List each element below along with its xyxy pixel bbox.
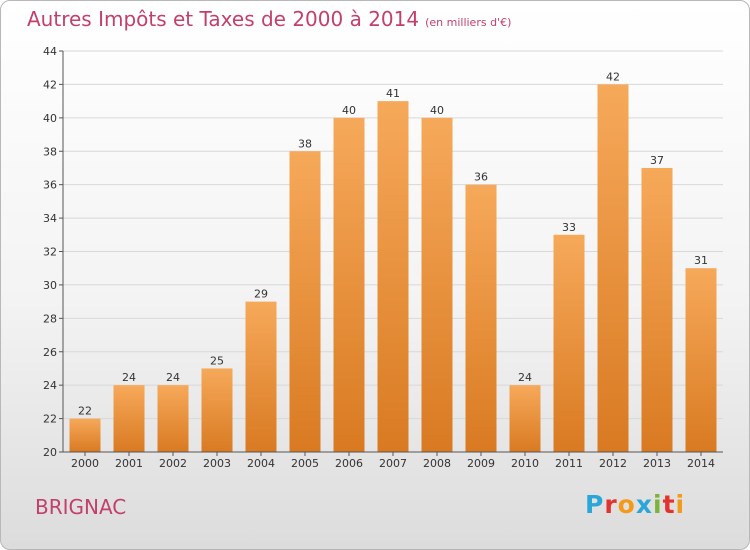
x-tick-label: 2013: [643, 457, 671, 470]
bar: [333, 117, 365, 452]
data-label: 29: [254, 288, 268, 301]
data-label: 25: [210, 354, 224, 367]
y-tick-label: 40: [43, 112, 57, 125]
data-label: 24: [122, 371, 136, 384]
y-tick-label: 38: [43, 145, 57, 158]
data-label: 31: [694, 254, 708, 267]
bars: [69, 84, 717, 453]
data-label: 41: [386, 87, 400, 100]
x-tick-label: 2000: [71, 457, 99, 470]
bar: [157, 385, 189, 452]
bar: [509, 385, 541, 452]
data-label: 36: [474, 171, 488, 184]
y-tick-label: 30: [43, 279, 57, 292]
y-tick-label: 20: [43, 446, 57, 459]
bar: [685, 268, 717, 452]
labels: 20 22 24 26 28 30 32 34 36 38 40 42 44 22 2000 24 2001 24…: [43, 45, 715, 470]
y-tick-label: 32: [43, 246, 57, 259]
logo-letter: i: [675, 490, 686, 519]
x-tick-label: 2014: [687, 457, 715, 470]
bar: [201, 368, 233, 452]
logo-letter: P: [585, 490, 605, 519]
x-tick-label: 2008: [423, 457, 451, 470]
bar: [597, 84, 629, 453]
x-tick-label: 2001: [115, 457, 143, 470]
x-tick-label: 2004: [247, 457, 275, 470]
x-tick-label: 2006: [335, 457, 363, 470]
logo-letter: o: [617, 490, 636, 519]
y-tick-label: 22: [43, 413, 57, 426]
x-tick-label: 2002: [159, 457, 187, 470]
y-tick-label: 24: [43, 379, 57, 392]
bar: [421, 117, 453, 452]
bar: [553, 234, 585, 452]
y-tick-label: 28: [43, 312, 57, 325]
y-tick-label: 36: [43, 179, 57, 192]
data-label: 22: [78, 405, 92, 418]
logo-letter: x: [635, 490, 653, 519]
axes: [59, 50, 723, 456]
data-label: 40: [342, 104, 356, 117]
chart-title: Autres Impôts et Taxes de 2000 à 2014 (en…: [27, 7, 511, 31]
data-label: 42: [606, 70, 620, 83]
x-tick-label: 2005: [291, 457, 319, 470]
data-label: 40: [430, 104, 444, 117]
title-unit: (en milliers d'€): [425, 16, 512, 29]
data-label: 24: [518, 371, 532, 384]
title-text: Autres Impôts et Taxes de 2000 à 2014: [27, 7, 420, 31]
commune-name: BRIGNAC: [35, 495, 127, 519]
bar: [377, 101, 409, 452]
y-tick-label: 44: [43, 45, 57, 58]
x-tick-label: 2012: [599, 457, 627, 470]
x-tick-label: 2009: [467, 457, 495, 470]
y-tick-label: 34: [43, 212, 57, 225]
y-tick-label: 42: [43, 78, 57, 91]
logo-letter: i: [653, 490, 663, 519]
data-label: 37: [650, 154, 664, 167]
bar: [465, 184, 497, 452]
x-tick-label: 2011: [555, 457, 583, 470]
bar: [69, 418, 101, 452]
bar: [641, 167, 673, 453]
logo-letter: t: [662, 490, 676, 519]
proxiti-logo: Proxiti: [585, 490, 685, 519]
data-label: 24: [166, 371, 180, 384]
x-tick-label: 2010: [511, 457, 539, 470]
x-tick-label: 2007: [379, 457, 407, 470]
logo-letter: r: [604, 490, 618, 519]
data-label: 33: [562, 221, 576, 234]
y-tick-label: 26: [43, 346, 57, 359]
bar: [113, 385, 145, 452]
data-label: 38: [298, 137, 312, 150]
x-tick-label: 2003: [203, 457, 231, 470]
bar: [245, 301, 277, 452]
bar: [289, 151, 321, 452]
